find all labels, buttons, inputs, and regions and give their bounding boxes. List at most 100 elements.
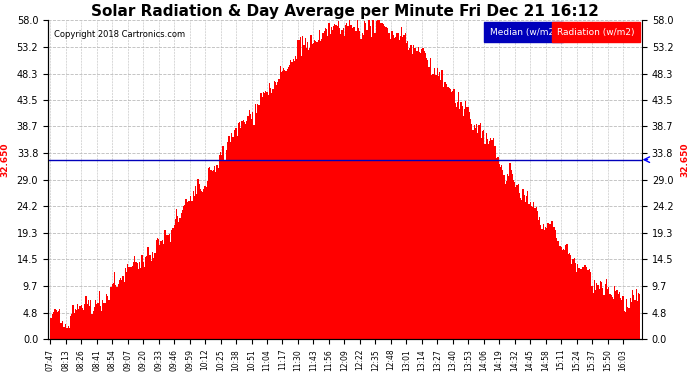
Bar: [110, 287, 112, 339]
Bar: [589, 269, 590, 339]
Bar: [164, 230, 165, 339]
Bar: [373, 33, 375, 339]
Bar: [219, 156, 220, 339]
Bar: [151, 261, 152, 339]
Bar: [443, 87, 444, 339]
Bar: [247, 116, 248, 339]
Bar: [431, 75, 432, 339]
Bar: [88, 300, 89, 339]
Bar: [450, 88, 451, 339]
Bar: [343, 28, 344, 339]
Bar: [460, 102, 462, 339]
Bar: [273, 81, 275, 339]
Bar: [86, 297, 87, 339]
Bar: [533, 202, 534, 339]
Bar: [299, 37, 301, 339]
Bar: [446, 84, 447, 339]
Bar: [506, 182, 507, 339]
Bar: [259, 105, 260, 339]
Bar: [560, 248, 562, 339]
Bar: [639, 294, 640, 339]
Bar: [163, 244, 164, 339]
Bar: [430, 58, 431, 339]
Bar: [384, 26, 386, 339]
Bar: [594, 280, 595, 339]
Bar: [377, 20, 378, 339]
Bar: [76, 310, 77, 339]
Bar: [397, 33, 399, 339]
Bar: [339, 28, 340, 339]
Bar: [386, 28, 388, 339]
Bar: [104, 303, 106, 339]
Bar: [433, 74, 434, 339]
Bar: [529, 202, 531, 339]
Bar: [319, 30, 320, 339]
Bar: [288, 67, 289, 339]
Bar: [604, 284, 606, 339]
Bar: [141, 255, 143, 339]
Bar: [174, 225, 175, 339]
Bar: [197, 179, 199, 339]
Bar: [542, 224, 544, 339]
Bar: [590, 272, 591, 339]
Bar: [635, 289, 637, 339]
Bar: [413, 45, 414, 339]
Bar: [166, 235, 168, 339]
Bar: [155, 252, 156, 339]
Bar: [591, 286, 593, 339]
Bar: [626, 299, 627, 339]
Bar: [362, 33, 363, 339]
Bar: [126, 272, 127, 339]
Bar: [584, 265, 586, 339]
Bar: [199, 189, 201, 339]
Bar: [92, 311, 94, 339]
Bar: [253, 125, 255, 339]
Bar: [557, 241, 558, 339]
Bar: [571, 264, 573, 339]
Bar: [215, 172, 217, 339]
Bar: [159, 245, 161, 339]
Bar: [453, 88, 455, 339]
Bar: [188, 201, 189, 339]
Bar: [258, 105, 259, 339]
Bar: [74, 313, 75, 339]
Bar: [491, 140, 493, 339]
Bar: [143, 262, 144, 339]
Bar: [497, 157, 499, 339]
Bar: [376, 21, 377, 339]
Bar: [464, 109, 465, 339]
Bar: [66, 328, 68, 339]
Bar: [420, 53, 421, 339]
Bar: [382, 22, 383, 339]
Bar: [89, 306, 90, 339]
Bar: [69, 328, 70, 339]
Bar: [277, 82, 278, 339]
Bar: [182, 210, 183, 339]
Bar: [469, 112, 470, 339]
Bar: [609, 294, 611, 339]
Bar: [496, 158, 497, 339]
Bar: [290, 60, 291, 339]
Bar: [252, 112, 253, 339]
Bar: [393, 35, 394, 339]
Bar: [428, 68, 430, 339]
Bar: [631, 303, 632, 339]
Bar: [435, 75, 437, 339]
Bar: [462, 106, 463, 339]
Bar: [380, 22, 381, 339]
Bar: [371, 37, 373, 339]
Bar: [313, 42, 314, 339]
Bar: [179, 218, 181, 339]
Bar: [207, 181, 208, 339]
Bar: [521, 201, 522, 339]
Bar: [504, 184, 506, 339]
Bar: [100, 306, 101, 339]
Bar: [525, 202, 526, 339]
Bar: [513, 180, 514, 339]
Bar: [519, 193, 520, 339]
Bar: [583, 267, 584, 339]
Bar: [112, 284, 113, 339]
Bar: [291, 62, 293, 339]
Bar: [582, 267, 583, 339]
Bar: [360, 39, 362, 339]
